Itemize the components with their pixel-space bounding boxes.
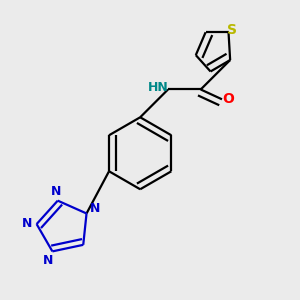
Text: N: N [22,217,32,230]
Text: N: N [90,202,100,215]
Text: N: N [50,184,61,197]
Text: HN: HN [148,81,169,94]
Text: O: O [222,92,234,106]
Text: N: N [43,254,54,267]
Text: S: S [227,22,237,37]
